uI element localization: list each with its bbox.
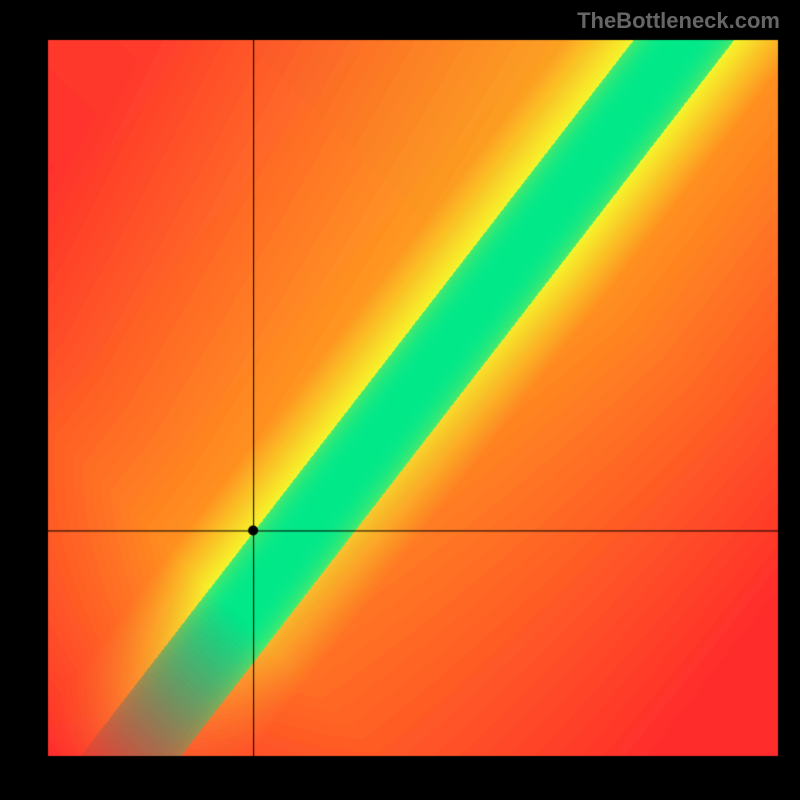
heatmap-canvas xyxy=(0,0,800,800)
watermark-text: TheBottleneck.com xyxy=(577,8,780,34)
chart-container: TheBottleneck.com xyxy=(0,0,800,800)
